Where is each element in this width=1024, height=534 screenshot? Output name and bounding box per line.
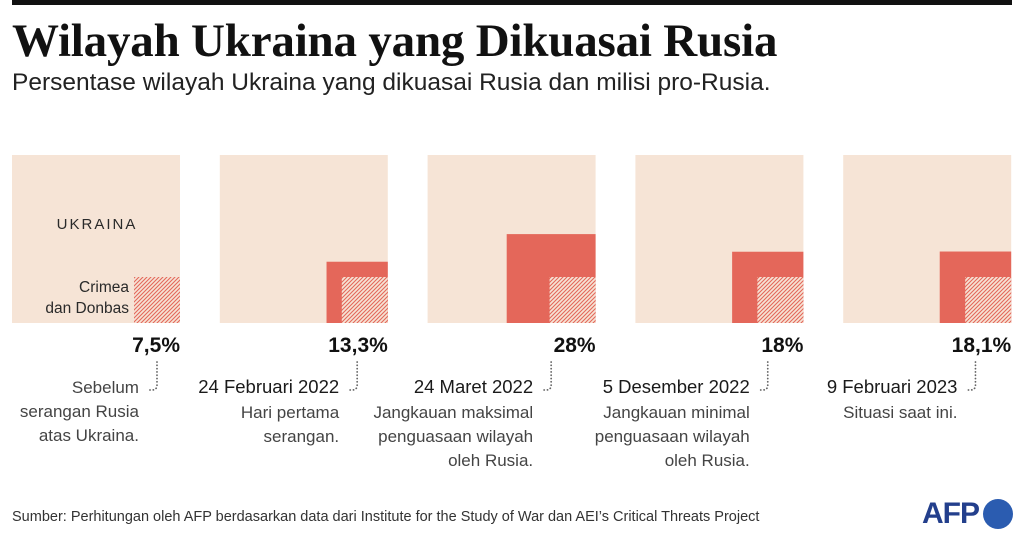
panel-1: 7,5% Sebelum serangan Rusia atas Ukraina. UK… xyxy=(12,155,180,445)
description-line: Hari pertama xyxy=(241,403,340,422)
date-label: 9 Februari 2023 xyxy=(827,376,958,397)
territory-label: UKRAINA xyxy=(57,216,138,233)
crimea-donbas-hatched-square xyxy=(965,276,1012,323)
source-note: Sumber: Perhitungan oleh AFP berdasarkan… xyxy=(12,509,760,525)
value-label: 13,3% xyxy=(328,334,388,357)
description-line: Jangkauan minimal xyxy=(603,403,749,422)
crimea-donbas-hatched-square xyxy=(133,276,180,323)
panel-5: 18,1% 9 Februari 2023 Situasi saat ini. xyxy=(827,155,1012,422)
connector-line xyxy=(148,361,158,391)
description-line: oleh Rusia. xyxy=(448,451,533,470)
description-line: serangan Rusia xyxy=(20,402,140,421)
description-line: atas Ukraina. xyxy=(39,426,139,445)
afp-logo-text: AFP xyxy=(922,497,980,530)
description-line: penguasaan wilayah xyxy=(595,427,750,446)
date-label: 24 Februari 2022 xyxy=(198,376,339,397)
value-label: 7,5% xyxy=(132,334,180,357)
description-line: oleh Rusia. xyxy=(665,451,750,470)
panel-2: 13,3% 24 Februari 2022 Hari pertama seranga… xyxy=(198,155,388,446)
value-label: 18,1% xyxy=(952,334,1012,357)
connector-line xyxy=(758,361,769,391)
connector-line xyxy=(348,361,359,391)
value-label: 28% xyxy=(554,334,596,357)
panel-4: 18% 5 Desember 2022 Jangkauan minimal pengu… xyxy=(595,155,804,470)
description-line: penguasaan wilayah xyxy=(378,427,533,446)
description-line: Sebelum xyxy=(72,378,139,397)
chart-title: Wilayah Ukraina yang Dikuasai Rusia xyxy=(12,15,778,67)
connector-line xyxy=(542,361,553,391)
crimea-donbas-hatched-square xyxy=(341,276,388,323)
panel-3: 28% 24 Maret 2022 Jangkauan maksimal pengua… xyxy=(373,155,596,470)
connector-line xyxy=(966,361,977,391)
afp-logo: AFP xyxy=(920,497,1015,531)
description-line: Situasi saat ini. xyxy=(843,403,957,422)
chart-subtitle: Persentase wilayah Ukraina yang dikuasai… xyxy=(12,69,771,96)
crimea-donbas-hatched-square xyxy=(757,276,804,323)
hatched-area-label: dan Donbas xyxy=(45,300,129,317)
crimea-donbas-hatched-square xyxy=(549,276,596,323)
description-line: Jangkauan maksimal xyxy=(373,403,533,422)
description-line: serangan. xyxy=(264,427,340,446)
hatched-area-label: Crimea xyxy=(79,279,129,296)
date-label: 24 Maret 2022 xyxy=(414,376,533,397)
afp-logo-circle-icon xyxy=(983,499,1013,529)
top-rule xyxy=(12,0,1012,5)
date-label: 5 Desember 2022 xyxy=(603,376,750,397)
value-label: 18% xyxy=(761,334,803,357)
